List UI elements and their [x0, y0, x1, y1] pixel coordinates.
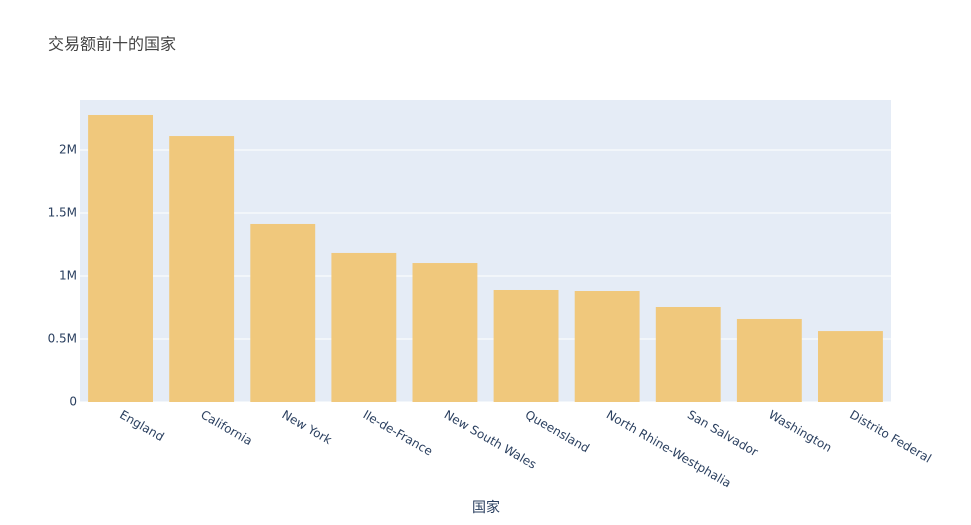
x-tick-label: San Salvador — [685, 408, 761, 460]
bar — [655, 307, 721, 402]
bar — [331, 252, 397, 402]
y-tick-label: 1.5M — [48, 206, 77, 220]
bar — [250, 223, 316, 402]
x-tick-label: Washington — [766, 408, 834, 455]
bar — [818, 331, 883, 402]
x-axis-title: 国家 — [472, 499, 500, 516]
x-tick-label: Queensland — [523, 408, 592, 456]
bar — [574, 291, 640, 402]
bar — [412, 263, 478, 402]
x-tick-label: England — [117, 408, 166, 444]
x-tick-label: California — [198, 408, 254, 449]
y-tick-label: 2M — [59, 143, 77, 157]
y-tick-label: 1M — [59, 269, 77, 283]
x-tick-label: Ile-de-France — [361, 408, 435, 459]
bar — [88, 114, 153, 402]
bar — [736, 318, 802, 402]
y-tick-label: 0 — [69, 395, 77, 409]
y-tick-label: 0.5M — [48, 332, 77, 346]
bar — [169, 136, 235, 402]
chart-title: 交易额前十的国家 — [48, 35, 176, 54]
x-tick-label: New York — [280, 408, 335, 448]
x-tick-label: Distrito Federal — [847, 408, 934, 466]
bar — [493, 289, 559, 402]
